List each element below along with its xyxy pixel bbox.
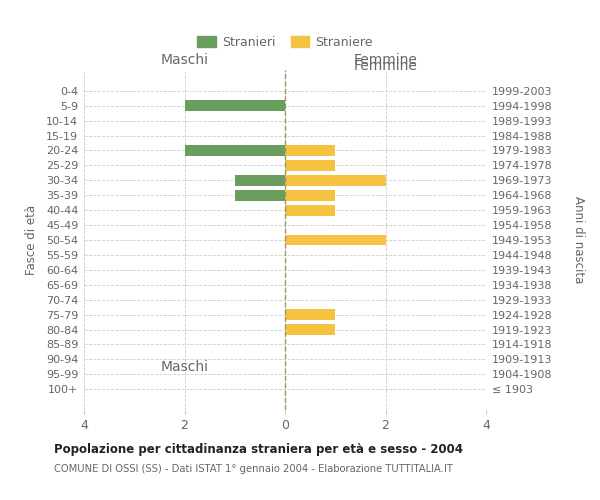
Bar	[285, 234, 386, 246]
Bar	[285, 160, 335, 171]
Y-axis label: Fasce di età: Fasce di età	[25, 205, 38, 275]
Text: Femmine: Femmine	[353, 52, 418, 66]
Text: COMUNE DI OSSI (SS) - Dati ISTAT 1° gennaio 2004 - Elaborazione TUTTITALIA.IT: COMUNE DI OSSI (SS) - Dati ISTAT 1° genn…	[54, 464, 453, 474]
Bar	[285, 145, 335, 156]
Bar	[235, 175, 285, 186]
Legend: Stranieri, Straniere: Stranieri, Straniere	[193, 32, 377, 52]
Bar	[285, 205, 335, 216]
Bar	[285, 324, 335, 335]
Text: Popolazione per cittadinanza straniera per età e sesso - 2004: Popolazione per cittadinanza straniera p…	[54, 442, 463, 456]
Text: Femmine: Femmine	[353, 59, 418, 73]
Text: Maschi: Maschi	[161, 52, 209, 66]
Bar	[185, 145, 285, 156]
Bar	[285, 175, 386, 186]
Bar	[185, 100, 285, 111]
Bar	[285, 309, 335, 320]
Text: Maschi: Maschi	[161, 360, 209, 374]
Y-axis label: Anni di nascita: Anni di nascita	[572, 196, 585, 284]
Bar	[235, 190, 285, 200]
Bar	[285, 190, 335, 200]
